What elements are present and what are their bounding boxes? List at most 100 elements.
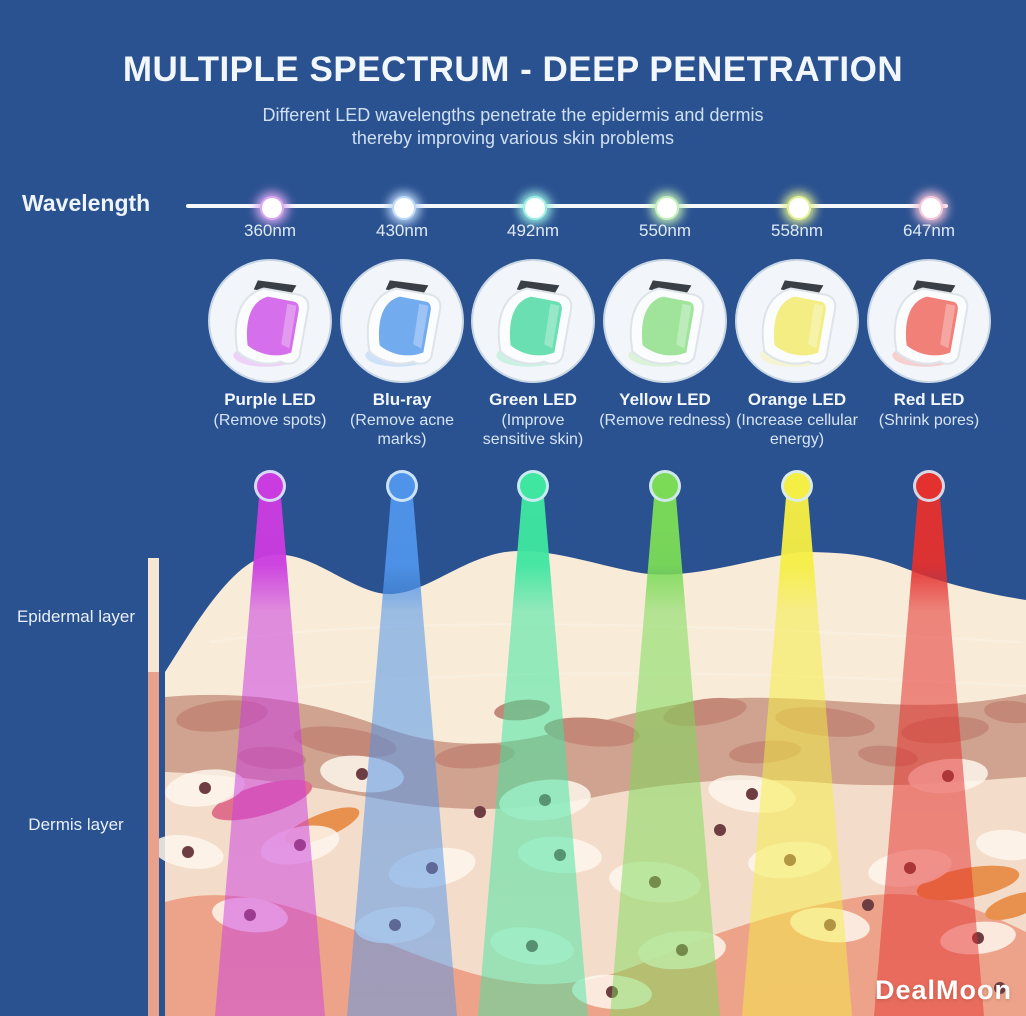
epidermis-layer-shape bbox=[165, 551, 1026, 1016]
basal-blob bbox=[729, 740, 801, 764]
skin-cell bbox=[868, 849, 952, 887]
device-label: Blu-ray (Remove acne marks) bbox=[347, 390, 457, 450]
basal-blob bbox=[901, 716, 989, 744]
wavelength-tick-dot bbox=[523, 196, 547, 220]
led-device-red bbox=[866, 258, 992, 384]
light-beam bbox=[874, 497, 984, 1016]
light-beam bbox=[742, 497, 852, 1016]
led-device-illustration bbox=[603, 259, 727, 383]
beam-source-dot bbox=[517, 470, 549, 502]
skin-cell bbox=[320, 755, 404, 793]
vessel-blob bbox=[985, 892, 1026, 920]
skin-cell bbox=[212, 897, 288, 933]
device-label: Yellow LED (Remove redness) bbox=[590, 390, 740, 430]
device-light-panel bbox=[378, 296, 431, 356]
cell-nucleus bbox=[746, 788, 758, 800]
wavelength-tick-dot bbox=[787, 196, 811, 220]
cell-nucleus bbox=[356, 768, 368, 780]
device-name: Purple LED bbox=[224, 390, 316, 409]
wavelength-tick-label: 360nm bbox=[244, 221, 296, 240]
led-device-illustration bbox=[208, 259, 332, 383]
led-device-green bbox=[470, 258, 596, 384]
cell-nucleus bbox=[972, 932, 984, 944]
device-name: Orange LED bbox=[747, 390, 847, 409]
wavelength-tick-label: 492nm bbox=[507, 221, 559, 240]
vessel-blob bbox=[916, 865, 1020, 901]
dealmoon-watermark: DealMoon bbox=[874, 975, 1012, 1005]
skin-cell bbox=[908, 758, 988, 794]
device-benefit: (Remove spots) bbox=[213, 411, 327, 429]
skin-cell bbox=[976, 829, 1026, 861]
cell-nucleus bbox=[649, 876, 661, 888]
led-device-illustration bbox=[735, 259, 859, 383]
light-beam bbox=[478, 497, 588, 1016]
basal-blob bbox=[435, 743, 515, 769]
skin-cell bbox=[748, 841, 832, 879]
device-light-panel bbox=[641, 296, 694, 356]
device-label: Orange LED (Increase cellular energy) bbox=[732, 390, 862, 450]
led-device-illustration bbox=[867, 259, 991, 383]
device-name: Blu-ray bbox=[372, 390, 432, 409]
cell-nucleus bbox=[606, 986, 618, 998]
skin-cell bbox=[572, 974, 652, 1010]
page-title: MULTIPLE SPECTRUM - DEEP PENETRATION bbox=[122, 50, 904, 89]
cell-nucleus bbox=[539, 794, 551, 806]
device-benefit: (Shrink pores) bbox=[878, 411, 980, 429]
device-benefit: (Remove redness) bbox=[599, 411, 731, 429]
led-device-purple bbox=[207, 258, 333, 384]
skin-cell bbox=[940, 921, 1016, 955]
device-label: Green LED (Improve sensitive skin) bbox=[471, 390, 595, 450]
beam-source-dot bbox=[254, 470, 286, 502]
basal-blob bbox=[858, 745, 918, 767]
vessel-blob bbox=[284, 807, 360, 845]
device-label: Red LED (Shrink pores) bbox=[859, 390, 999, 430]
light-beam bbox=[347, 497, 457, 1016]
skin-cell bbox=[260, 825, 340, 865]
device-name: Red LED bbox=[893, 390, 965, 409]
cell-nucleus bbox=[862, 899, 874, 911]
beam-source-dot bbox=[386, 470, 418, 502]
cell-nucleus bbox=[676, 944, 688, 956]
dermis-indicator-bar bbox=[148, 672, 159, 1016]
skin-cell bbox=[499, 779, 591, 821]
skin-cell bbox=[790, 907, 870, 943]
cell-nucleus bbox=[784, 854, 796, 866]
device-light-panel bbox=[905, 296, 958, 356]
cell-nucleus bbox=[389, 919, 401, 931]
device-light-panel bbox=[773, 296, 826, 356]
skin-cell bbox=[490, 927, 574, 965]
light-beam bbox=[215, 497, 325, 1016]
wavelength-axis-line bbox=[186, 204, 948, 208]
wavelength-tick-dot bbox=[919, 196, 943, 220]
led-device-orange bbox=[734, 258, 860, 384]
led-device-blue bbox=[339, 258, 465, 384]
cell-nucleus bbox=[942, 770, 954, 782]
wavelength-tick-label: 430nm bbox=[376, 221, 428, 240]
cell-nucleus bbox=[182, 846, 194, 858]
epidermal-layer-label: Epidermal layer bbox=[16, 607, 136, 626]
wavelength-tick-label: 558nm bbox=[771, 221, 823, 240]
device-benefit: (Increase cellular energy) bbox=[736, 411, 858, 449]
device-benefit: (Remove acne marks) bbox=[349, 411, 455, 449]
skin-cell bbox=[518, 836, 602, 874]
basal-blob bbox=[293, 726, 397, 758]
cell-nucleus bbox=[426, 862, 438, 874]
cell-nucleus bbox=[244, 909, 256, 921]
device-name: Yellow LED bbox=[619, 390, 711, 409]
cell-nucleus bbox=[904, 862, 916, 874]
beam-source-dot bbox=[781, 470, 813, 502]
cell-nucleus bbox=[294, 839, 306, 851]
device-light-panel bbox=[246, 296, 299, 356]
skin-cell bbox=[638, 930, 726, 970]
cell-nucleus bbox=[714, 824, 726, 836]
dermis-layer-label: Dermis layer bbox=[28, 815, 124, 834]
device-benefit: (Improve sensitive skin) bbox=[482, 411, 584, 449]
basal-blob bbox=[176, 700, 268, 732]
vessel-blob bbox=[211, 779, 313, 821]
wavelength-tick-dot bbox=[392, 196, 416, 220]
subtitle-line-2: thereby improving various skin problems bbox=[351, 127, 675, 148]
wavelength-tick-dot bbox=[260, 196, 284, 220]
cell-nucleus bbox=[554, 849, 566, 861]
device-label: Purple LED (Remove spots) bbox=[200, 390, 340, 430]
